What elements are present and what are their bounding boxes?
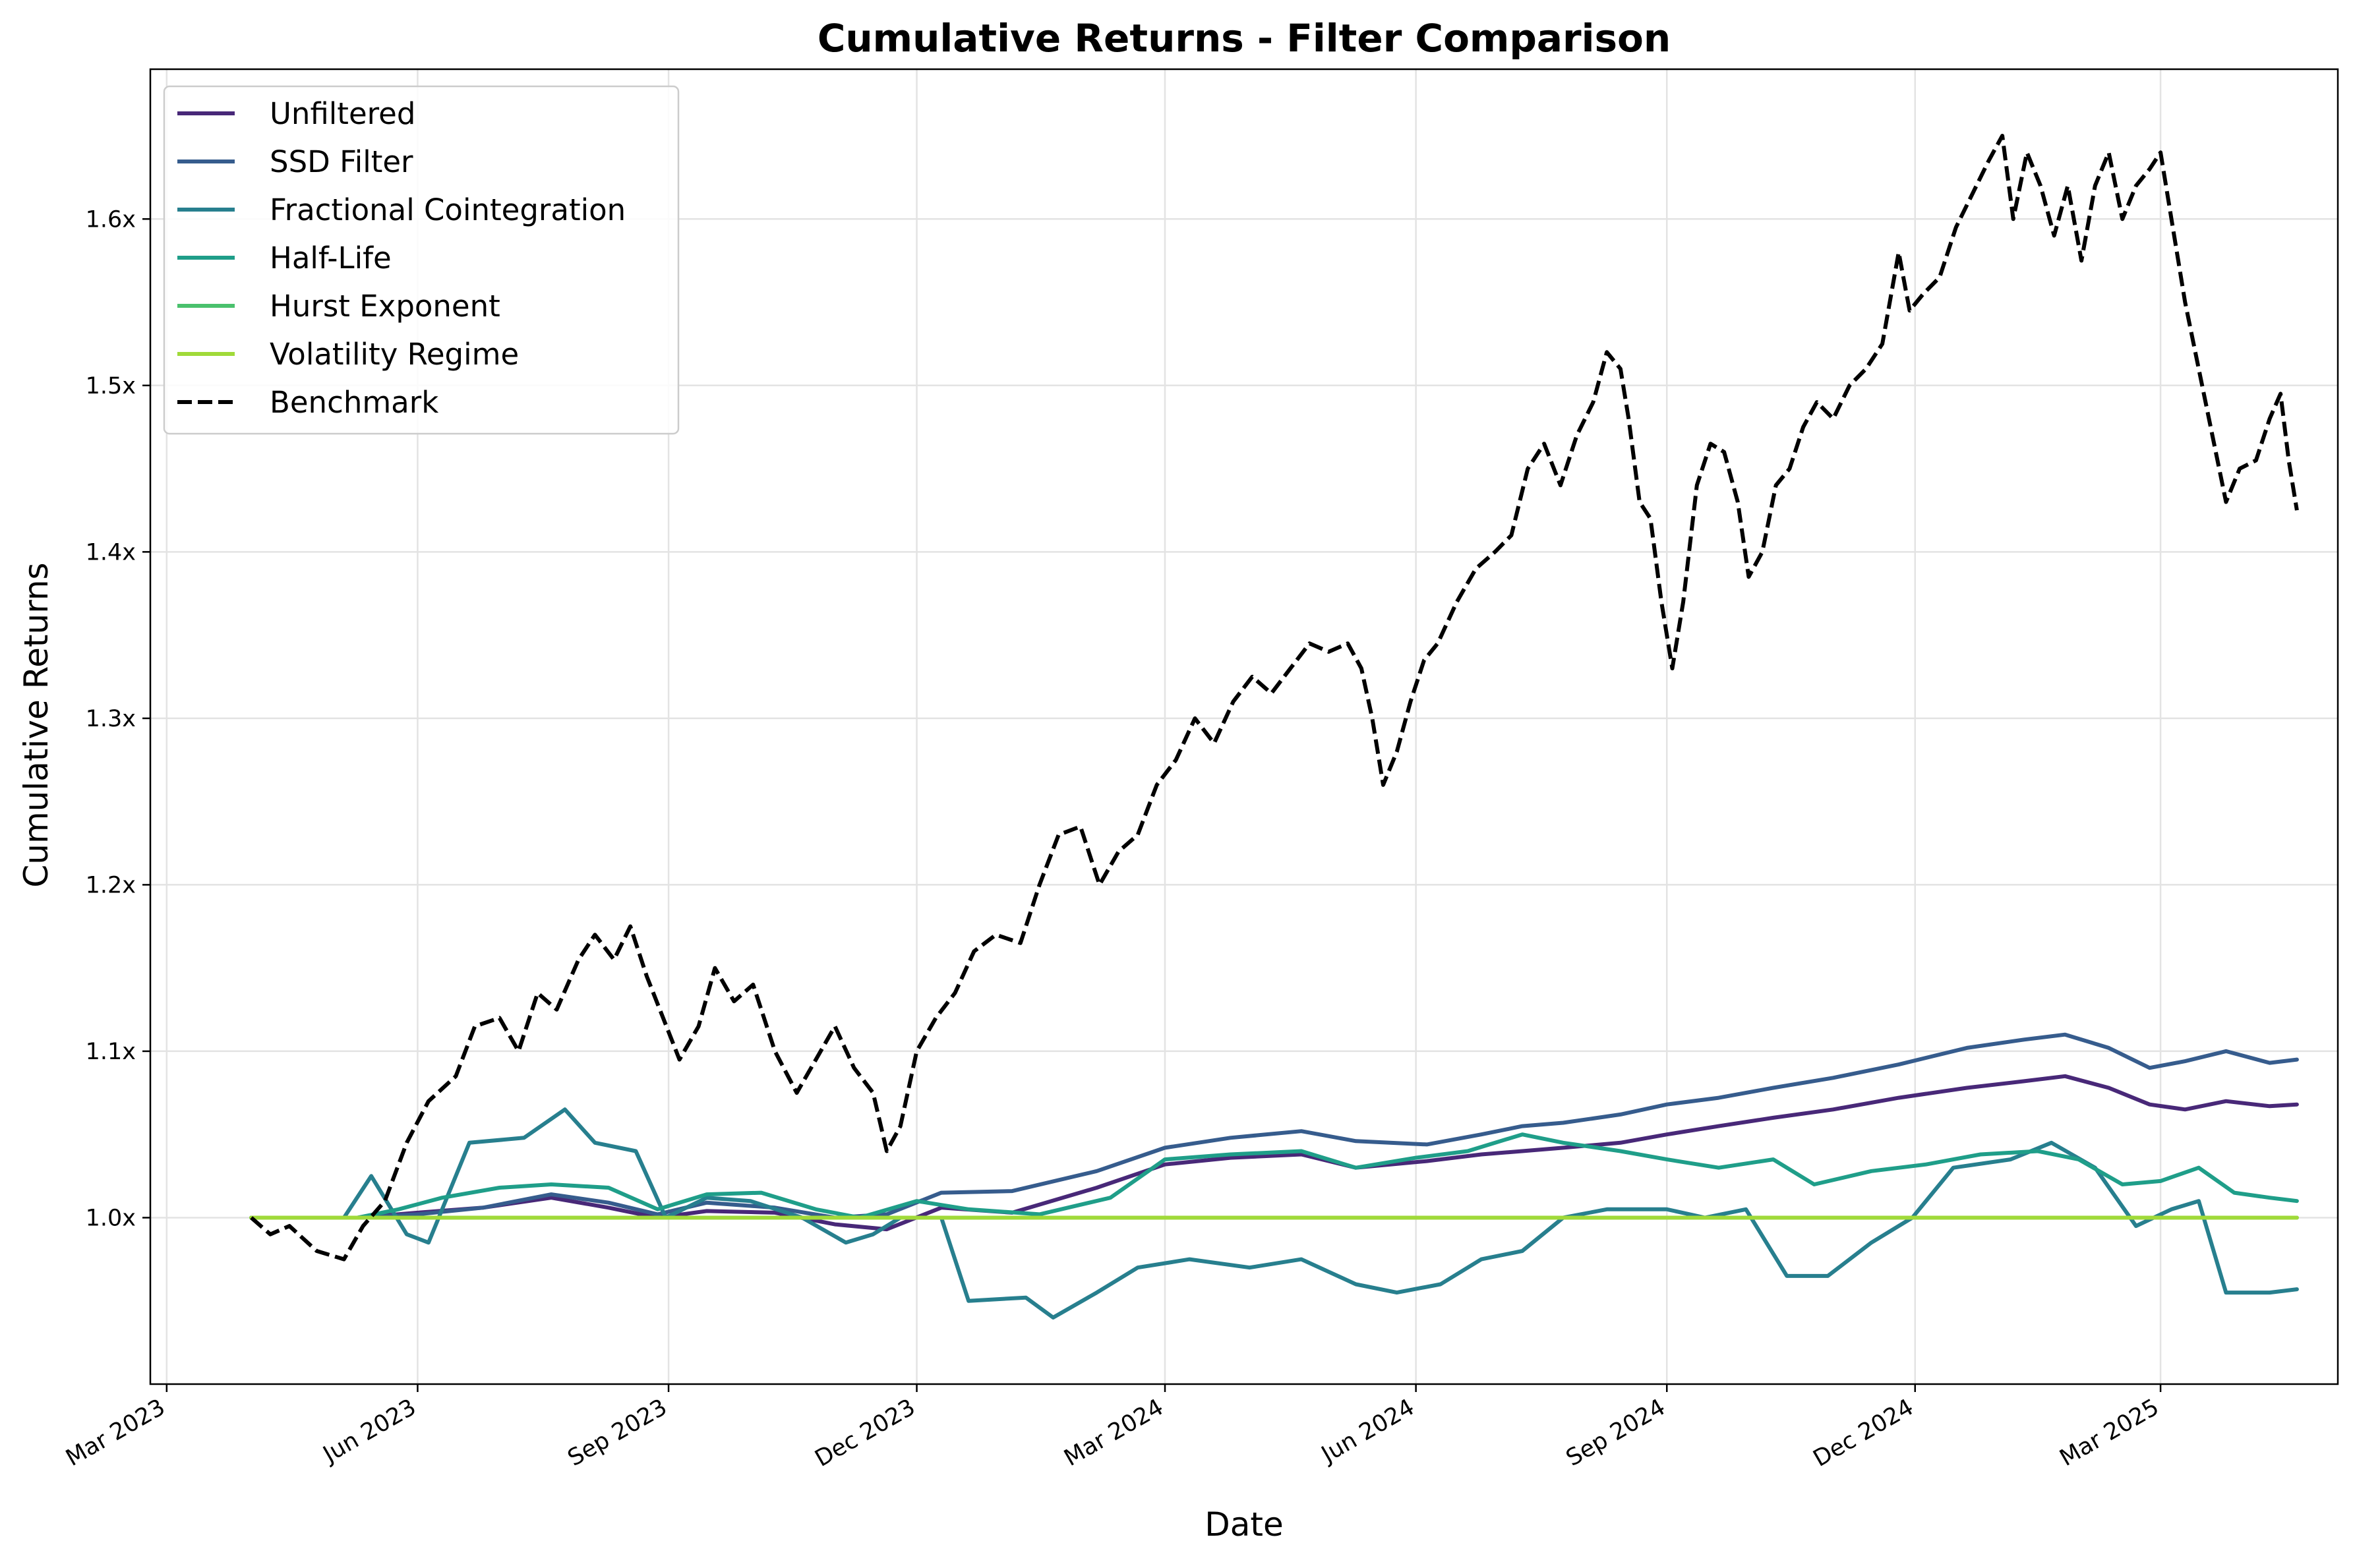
y-tick-label: 1.2x — [86, 872, 136, 898]
legend-label-fractional-cointegration: Fractional Cointegration — [270, 192, 626, 227]
legend-label-hurst-exponent: Hurst Exponent — [270, 289, 500, 324]
legend-label-unfiltered: Unfiltered — [270, 96, 415, 131]
y-tick-label: 1.1x — [86, 1039, 136, 1065]
y-tick-label: 1.5x — [86, 373, 136, 399]
y-axis: 1.0x 1.1x 1.2x 1.3x 1.4x 1.5x 1.6x — [86, 206, 150, 1231]
legend-label-benchmark: Benchmark — [270, 385, 438, 420]
y-tick-label: 1.4x — [86, 539, 136, 566]
y-tick-label: 1.3x — [86, 706, 136, 732]
x-axis-label: Date — [1205, 1505, 1284, 1544]
y-axis-label: Cumulative Returns — [17, 562, 55, 887]
legend-label-half-life: Half-Life — [270, 241, 392, 276]
series-line-benchmark — [250, 134, 2299, 1262]
legend-label-volatility-regime: Volatility Regime — [270, 337, 519, 372]
y-tick-label: 1.6x — [86, 206, 136, 233]
legend: Unfiltered SSD Filter Fractional Cointegra… — [163, 85, 680, 435]
series-line-half-life — [249, 1132, 2299, 1220]
series-line-fractional-cointegration — [249, 1107, 2299, 1320]
y-tick-label: 1.0x — [86, 1205, 136, 1231]
series-line-ssd-filter — [249, 1032, 2299, 1220]
legend-label-ssd-filter: SSD Filter — [270, 144, 413, 179]
plot-frame — [149, 68, 2339, 1385]
chart-title: Cumulative Returns - Filter Comparison — [818, 16, 1671, 61]
legend-box — [163, 85, 680, 435]
series-layer — [249, 134, 2299, 1320]
